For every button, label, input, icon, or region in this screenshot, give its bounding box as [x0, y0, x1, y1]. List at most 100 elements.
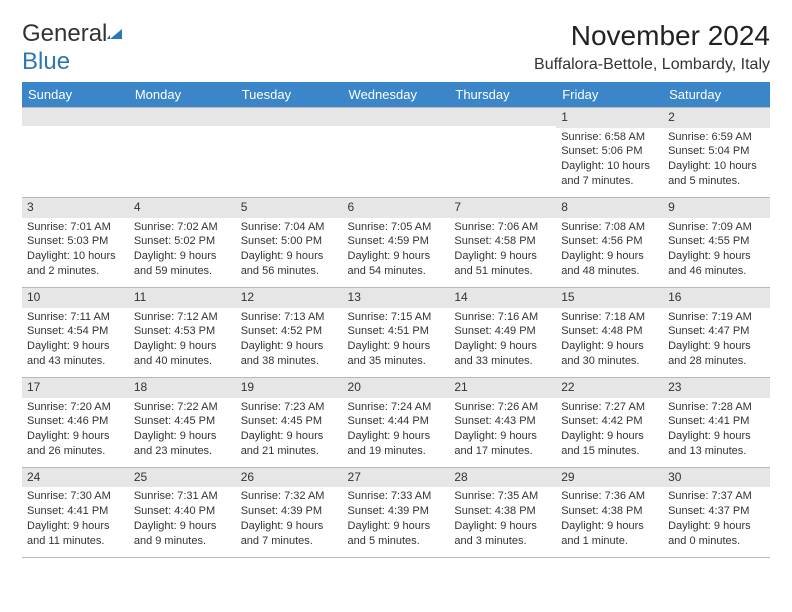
day-number: 13 — [343, 288, 450, 308]
sunrise-text: Sunrise: 7:13 AM — [241, 310, 338, 325]
day-info: Sunrise: 7:37 AMSunset: 4:37 PMDaylight:… — [663, 487, 770, 556]
sunset-text: Sunset: 4:48 PM — [561, 324, 658, 339]
sunrise-text: Sunrise: 7:35 AM — [454, 489, 551, 504]
sunrise-text: Sunrise: 7:01 AM — [27, 220, 124, 235]
day-info: Sunrise: 7:24 AMSunset: 4:44 PMDaylight:… — [343, 398, 450, 467]
sunset-text: Sunset: 4:47 PM — [668, 324, 765, 339]
daylight-text: Daylight: 9 hours and 33 minutes. — [454, 339, 551, 369]
day-info: Sunrise: 7:22 AMSunset: 4:45 PMDaylight:… — [129, 398, 236, 467]
day-info: Sunrise: 7:02 AMSunset: 5:02 PMDaylight:… — [129, 218, 236, 287]
sunrise-text: Sunrise: 7:08 AM — [561, 220, 658, 235]
calendar-day-cell: 1Sunrise: 6:58 AMSunset: 5:06 PMDaylight… — [556, 108, 663, 198]
day-number: 18 — [129, 378, 236, 398]
calendar-day-cell — [22, 108, 129, 198]
calendar-day-cell: 16Sunrise: 7:19 AMSunset: 4:47 PMDayligh… — [663, 287, 770, 377]
sunrise-text: Sunrise: 7:36 AM — [561, 489, 658, 504]
calendar-week-row: 24Sunrise: 7:30 AMSunset: 4:41 PM Dayligh… — [22, 467, 770, 557]
day-number: 24 — [22, 468, 129, 488]
day-number — [129, 108, 236, 126]
calendar-day-cell: 21Sunrise: 7:26 AMSunset: 4:43 PMDayligh… — [449, 377, 556, 467]
day-number: 5 — [236, 198, 343, 218]
logo-text: GeneralBlue — [22, 20, 125, 76]
day-number — [343, 108, 450, 126]
sunset-text: Sunset: 4:38 PM — [561, 504, 658, 519]
daylight-text: Daylight: 9 hours and 59 minutes. — [134, 249, 231, 279]
sunset-text: Sunset: 4:39 PM — [241, 504, 338, 519]
sunrise-text: Sunrise: 7:19 AM — [668, 310, 765, 325]
day-number: 20 — [343, 378, 450, 398]
day-number — [22, 108, 129, 126]
calendar-day-cell: 29Sunrise: 7:36 AMSunset: 4:38 PMDayligh… — [556, 467, 663, 557]
sunset-text: Sunset: 5:03 PM — [27, 234, 124, 249]
sunrise-text: Sunrise: 7:30 AM — [27, 489, 124, 504]
day-info: Sunrise: 7:32 AMSunset: 4:39 PMDaylight:… — [236, 487, 343, 556]
day-info: Sunrise: 7:23 AMSunset: 4:45 PMDaylight:… — [236, 398, 343, 467]
day-info: Sunrise: 7:20 AMSunset: 4:46 PMDaylight:… — [22, 398, 129, 467]
day-info: Sunrise: 7:15 AMSunset: 4:51 PMDaylight:… — [343, 308, 450, 377]
daylight-text: Daylight: 9 hours and 5 minutes. — [348, 519, 445, 549]
day-number: 19 — [236, 378, 343, 398]
sunrise-text: Sunrise: 7:05 AM — [348, 220, 445, 235]
calendar-day-cell — [236, 108, 343, 198]
sunset-text: Sunset: 4:42 PM — [561, 414, 658, 429]
sunrise-text: Sunrise: 7:23 AM — [241, 400, 338, 415]
day-number: 21 — [449, 378, 556, 398]
day-number: 10 — [22, 288, 129, 308]
day-info: Sunrise: 7:36 AMSunset: 4:38 PMDaylight:… — [556, 487, 663, 556]
sunset-text: Sunset: 4:40 PM — [134, 504, 231, 519]
sunset-text: Sunset: 4:38 PM — [454, 504, 551, 519]
daylight-text: Daylight: 9 hours and 19 minutes. — [348, 429, 445, 459]
day-info-empty — [449, 126, 556, 184]
sunrise-text: Sunrise: 7:06 AM — [454, 220, 551, 235]
calendar-day-cell: 15Sunrise: 7:18 AMSunset: 4:48 PMDayligh… — [556, 287, 663, 377]
sunset-text: Sunset: 4:59 PM — [348, 234, 445, 249]
calendar-day-cell: 8Sunrise: 7:08 AMSunset: 4:56 PMDaylight… — [556, 197, 663, 287]
sunrise-text: Sunrise: 7:33 AM — [348, 489, 445, 504]
day-info: Sunrise: 7:28 AMSunset: 4:41 PMDaylight:… — [663, 398, 770, 467]
day-header: Sunday — [22, 82, 129, 108]
calendar-week-row: 1Sunrise: 6:58 AMSunset: 5:06 PMDaylight… — [22, 108, 770, 198]
day-number: 25 — [129, 468, 236, 488]
sunset-text: Sunset: 4:53 PM — [134, 324, 231, 339]
sunset-text: Sunset: 4:51 PM — [348, 324, 445, 339]
header: GeneralBlue November 2024 Buffalora-Bett… — [22, 20, 770, 76]
day-info: Sunrise: 7:01 AMSunset: 5:03 PMDaylight:… — [22, 218, 129, 287]
month-title: November 2024 — [534, 20, 770, 52]
daylight-text: Daylight: 9 hours and 51 minutes. — [454, 249, 551, 279]
calendar-day-cell: 25Sunrise: 7:31 AMSunset: 4:40 PMDayligh… — [129, 467, 236, 557]
day-info: Sunrise: 7:35 AMSunset: 4:38 PMDaylight:… — [449, 487, 556, 556]
calendar-day-cell: 30Sunrise: 7:37 AMSunset: 4:37 PMDayligh… — [663, 467, 770, 557]
sunset-text: Sunset: 4:56 PM — [561, 234, 658, 249]
day-info-empty — [236, 126, 343, 184]
calendar-day-cell: 9Sunrise: 7:09 AMSunset: 4:55 PMDaylight… — [663, 197, 770, 287]
sunrise-text: Sunrise: 7:09 AM — [668, 220, 765, 235]
day-number: 2 — [663, 108, 770, 128]
day-info-empty — [129, 126, 236, 184]
day-number: 26 — [236, 468, 343, 488]
day-header: Tuesday — [236, 82, 343, 108]
day-number: 23 — [663, 378, 770, 398]
sunset-text: Sunset: 4:44 PM — [348, 414, 445, 429]
day-info: Sunrise: 7:19 AMSunset: 4:47 PMDaylight:… — [663, 308, 770, 377]
sunrise-text: Sunrise: 7:11 AM — [27, 310, 124, 325]
day-info: Sunrise: 7:13 AMSunset: 4:52 PMDaylight:… — [236, 308, 343, 377]
sunrise-text: Sunrise: 7:28 AM — [668, 400, 765, 415]
sunrise-text: Sunrise: 7:15 AM — [348, 310, 445, 325]
day-number: 4 — [129, 198, 236, 218]
daylight-text: Daylight: 9 hours and 56 minutes. — [241, 249, 338, 279]
title-block: November 2024 Buffalora-Bettole, Lombard… — [534, 20, 770, 74]
sunrise-text: Sunrise: 6:59 AM — [668, 130, 765, 145]
day-header: Monday — [129, 82, 236, 108]
calendar-day-cell: 23Sunrise: 7:28 AMSunset: 4:41 PMDayligh… — [663, 377, 770, 467]
daylight-text: Daylight: 9 hours and 54 minutes. — [348, 249, 445, 279]
day-info: Sunrise: 7:04 AMSunset: 5:00 PMDaylight:… — [236, 218, 343, 287]
sunrise-text: Sunrise: 7:18 AM — [561, 310, 658, 325]
day-info: Sunrise: 6:58 AMSunset: 5:06 PMDaylight:… — [556, 128, 663, 197]
day-info: Sunrise: 7:16 AMSunset: 4:49 PMDaylight:… — [449, 308, 556, 377]
calendar-day-cell: 3Sunrise: 7:01 AMSunset: 5:03 PMDaylight… — [22, 197, 129, 287]
sunset-text: Sunset: 4:45 PM — [241, 414, 338, 429]
sunset-text: Sunset: 4:55 PM — [668, 234, 765, 249]
sunrise-text: Sunrise: 7:27 AM — [561, 400, 658, 415]
day-number: 1 — [556, 108, 663, 128]
sunset-text: Sunset: 4:41 PM — [27, 504, 124, 519]
